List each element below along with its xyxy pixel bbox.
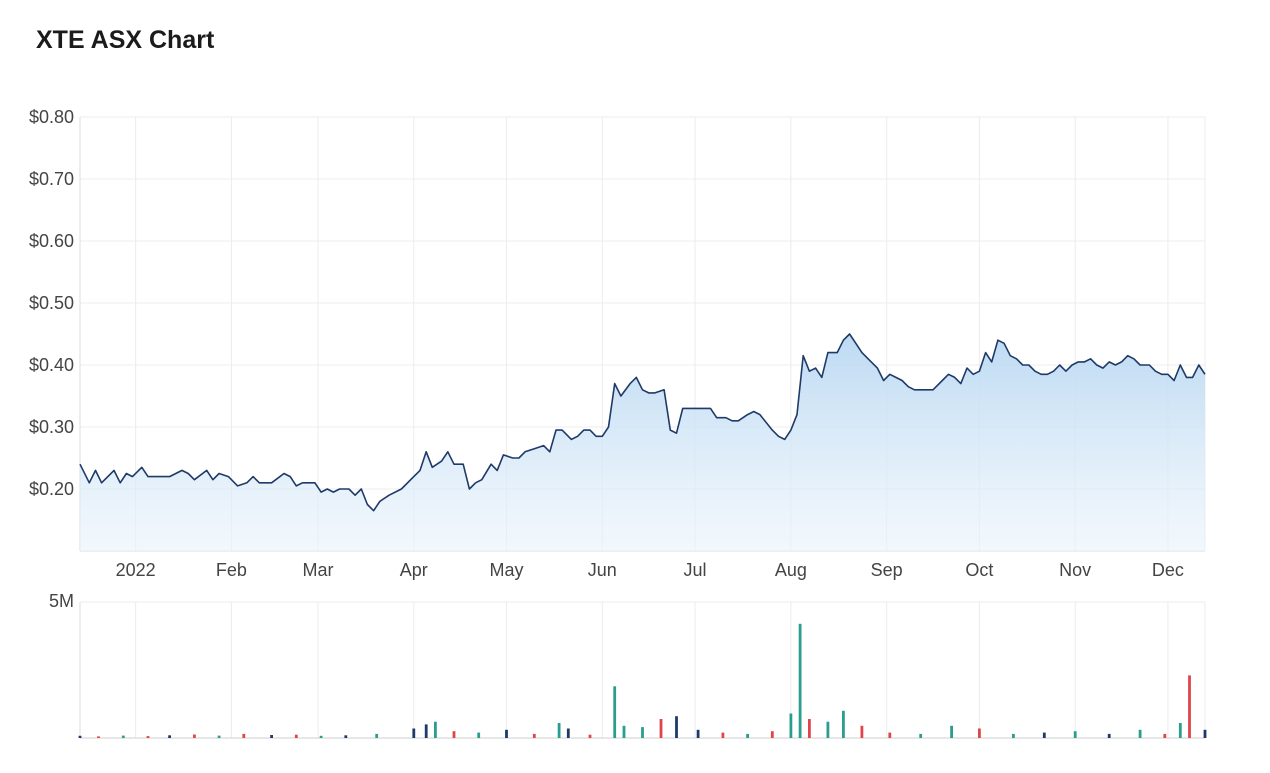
volume-bar xyxy=(375,733,379,738)
volume-bar xyxy=(217,735,221,738)
x-tick-label: Dec xyxy=(1152,560,1184,580)
volume-bar xyxy=(613,686,617,738)
volume-max-label: 5M xyxy=(49,591,74,611)
x-tick-label: Sep xyxy=(871,560,903,580)
x-tick-label: Jun xyxy=(588,560,617,580)
volume-bar xyxy=(641,727,644,738)
y-tick-label: $0.30 xyxy=(29,417,74,437)
volume-bar xyxy=(1138,729,1142,738)
volume-bar xyxy=(826,721,830,738)
volume-bar xyxy=(97,736,100,738)
price-line xyxy=(79,333,1206,512)
volume-bar xyxy=(434,721,437,738)
x-tick-label: 2022 xyxy=(116,560,156,580)
x-tick-label: Aug xyxy=(775,560,807,580)
y-tick-label: $0.20 xyxy=(29,479,74,499)
volume-bar xyxy=(168,735,171,738)
volume-bar xyxy=(452,731,456,738)
price-line-layer xyxy=(79,333,1206,512)
volume-bar xyxy=(412,728,416,738)
volume-bar xyxy=(721,732,725,738)
volume-bar xyxy=(344,735,348,738)
x-tick-label: Oct xyxy=(965,560,993,580)
y-tick-label: $0.60 xyxy=(29,231,74,251)
volume-bar xyxy=(1012,733,1015,738)
volume-bar xyxy=(424,724,428,738)
volume-bar xyxy=(532,733,536,738)
volume-bar xyxy=(789,713,793,738)
x-tick-label: May xyxy=(490,560,524,580)
axis-labels: $0.80 $0.70 $0.60 $0.50 $0.40 $0.30 $0.20 2022 F… xyxy=(29,107,1184,611)
volume-bar xyxy=(1203,729,1207,738)
chart-title: XTE ASX Chart xyxy=(36,26,215,54)
volume-bar xyxy=(557,723,561,738)
price-area-layer xyxy=(80,334,1205,551)
volume-bar xyxy=(746,733,749,738)
y-tick-label: $0.50 xyxy=(29,293,74,313)
volume-bar xyxy=(566,728,570,738)
volume-bar xyxy=(888,732,892,738)
y-tick-label: $0.40 xyxy=(29,355,74,375)
volume-bar xyxy=(1107,733,1111,738)
volume-bar xyxy=(950,725,953,738)
y-tick-label: $0.80 xyxy=(29,107,74,127)
volume-bar xyxy=(659,719,663,738)
volume-bar xyxy=(1188,675,1191,738)
volume-bar xyxy=(78,735,82,738)
x-tick-label: Mar xyxy=(302,560,333,580)
volume-bar xyxy=(978,728,981,738)
x-tick-label: Nov xyxy=(1059,560,1091,580)
volume-bar xyxy=(798,623,802,738)
volume-bar xyxy=(121,735,125,738)
x-tick-label: Feb xyxy=(216,560,247,580)
volume-bar xyxy=(860,725,864,738)
volume-bars-layer xyxy=(78,623,1207,738)
volume-bar xyxy=(1073,731,1077,738)
volume-bar xyxy=(477,732,481,738)
x-tick-label: Apr xyxy=(400,560,428,580)
volume-bar xyxy=(270,735,273,738)
volume-bar xyxy=(193,734,196,738)
volume-bar xyxy=(294,734,298,738)
price-area xyxy=(80,334,1205,551)
volume-bar xyxy=(675,716,678,738)
volume-bar xyxy=(1163,733,1167,738)
y-tick-label: $0.70 xyxy=(29,169,74,189)
volume-bar xyxy=(808,719,811,738)
volume-bar xyxy=(919,733,923,738)
volume-bar xyxy=(1178,723,1182,738)
x-tick-label: Jul xyxy=(684,560,707,580)
volume-bar xyxy=(319,735,323,738)
volume-bar xyxy=(622,725,626,738)
volume-bar xyxy=(1042,732,1046,738)
volume-bar xyxy=(146,736,150,738)
volume-bar xyxy=(842,710,845,738)
volume-bar xyxy=(696,729,700,738)
volume-bar xyxy=(242,733,246,738)
volume-bar xyxy=(505,729,508,738)
volume-bar xyxy=(588,734,592,738)
volume-bar xyxy=(770,731,774,738)
